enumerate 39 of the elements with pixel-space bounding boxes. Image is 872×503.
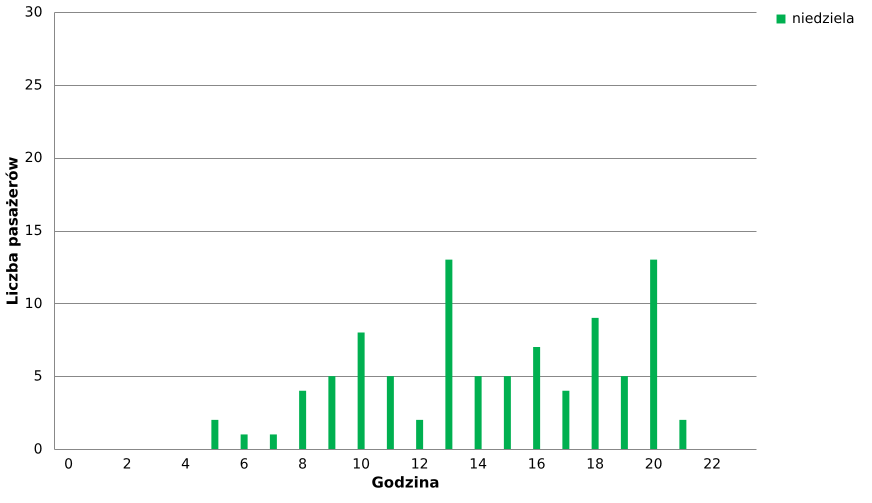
- x-tick-label: 4: [181, 456, 190, 472]
- bar: [386, 376, 394, 449]
- bar: [533, 347, 540, 449]
- y-tick-label: 10: [24, 296, 42, 312]
- x-tick-label: 6: [240, 456, 249, 472]
- bar: [358, 332, 365, 449]
- y-tick-label: 20: [24, 150, 42, 166]
- x-tick-label: 10: [352, 456, 370, 472]
- bar: [679, 420, 686, 449]
- x-tick-label: 8: [298, 456, 308, 472]
- x-tick-label: 0: [64, 456, 74, 472]
- x-tick-label: 12: [410, 456, 429, 472]
- y-tick-label: 5: [34, 368, 42, 385]
- bar: [211, 420, 218, 449]
- bar: [650, 260, 658, 449]
- bar: [328, 376, 336, 449]
- x-tick-label: 16: [528, 456, 546, 472]
- x-tick-label: 2: [122, 456, 132, 472]
- y-axis-title: Liczba pasażerów: [4, 156, 22, 306]
- y-tick-label: 15: [24, 223, 42, 239]
- x-tick-label: 20: [644, 456, 663, 472]
- x-tick-label: 22: [703, 456, 722, 472]
- y-tick-label: 30: [24, 4, 42, 20]
- bar: [504, 376, 511, 449]
- bar: [240, 434, 248, 449]
- bar: [270, 434, 277, 449]
- bar: [416, 420, 424, 449]
- x-tick-label: 18: [586, 456, 604, 472]
- bar: [474, 376, 482, 449]
- bar: [562, 390, 570, 449]
- x-axis-title: Godzina: [371, 474, 440, 492]
- y-tick-label: 0: [34, 442, 42, 458]
- legend-label: niedziela: [792, 11, 855, 27]
- bar: [445, 260, 452, 449]
- x-tick-label: 14: [469, 456, 488, 472]
- bar: [299, 390, 306, 449]
- bar: [620, 376, 628, 449]
- bar: [592, 318, 599, 449]
- y-tick-label: 25: [24, 77, 42, 94]
